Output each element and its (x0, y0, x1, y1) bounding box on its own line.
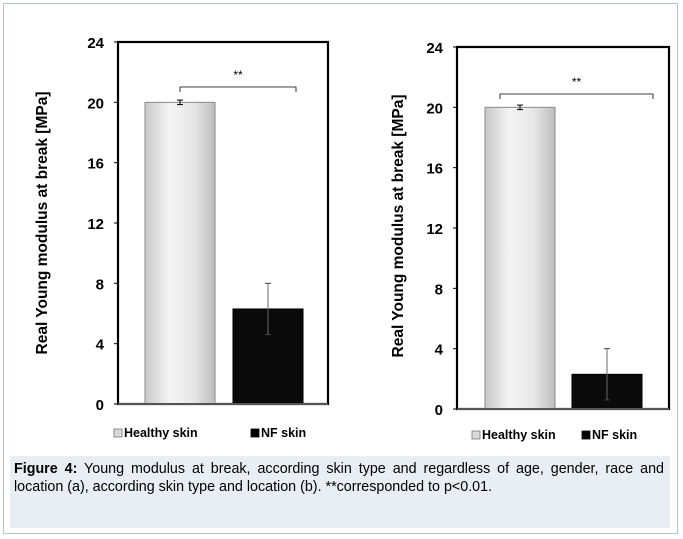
y-tick-label: 24 (426, 40, 443, 57)
bar-healthy-skin (484, 106, 556, 410)
y-axis-label: Real Young modulus at break [MPa] (34, 92, 51, 355)
y-tick-label: 20 (87, 95, 104, 112)
significance-bracket (179, 86, 297, 92)
y-tick-label: 0 (96, 397, 104, 414)
chart-2: 0 4 8 12 16 20 24 Real Young modulus at break [… (390, 40, 671, 442)
y-axis-label: Real Young modulus at break [MPa] (390, 95, 407, 358)
legend-label: NF skin (592, 428, 637, 442)
legend-swatch (581, 430, 591, 440)
y-tick-label: 8 (96, 276, 104, 293)
y-tick-label: 12 (87, 216, 104, 233)
caption-label: Figure 4: (14, 461, 78, 477)
legend-label: Healthy skin (124, 426, 198, 440)
legend-label: NF skin (261, 426, 306, 440)
chart-1: 0 4 8 12 16 20 24 Real Young modulus at break [… (34, 35, 330, 440)
y-tick-label: 4 (435, 342, 444, 359)
y-tick-label: 4 (96, 337, 105, 354)
y-tick-label: 20 (426, 100, 443, 117)
legend-swatch (471, 430, 481, 440)
legend-swatch (113, 428, 123, 438)
y-tick-label: 0 (435, 402, 443, 419)
significance-label: ** (233, 68, 243, 82)
legend-swatch (250, 428, 260, 438)
y-tick-label: 8 (435, 281, 443, 298)
caption-text: Young modulus at break, according skin t… (14, 461, 664, 495)
y-tick-label: 16 (87, 156, 104, 173)
caption-panel (10, 456, 670, 528)
figure-caption: Figure 4: Young modulus at break, accord… (14, 460, 664, 496)
significance-label: ** (572, 75, 582, 89)
y-tick-label: 12 (426, 221, 443, 238)
significance-bracket (499, 93, 654, 99)
bar-healthy-skin (144, 101, 216, 405)
y-tick-label: 16 (426, 161, 443, 178)
legend-label: Healthy skin (482, 428, 556, 442)
y-tick-label: 24 (87, 35, 104, 52)
